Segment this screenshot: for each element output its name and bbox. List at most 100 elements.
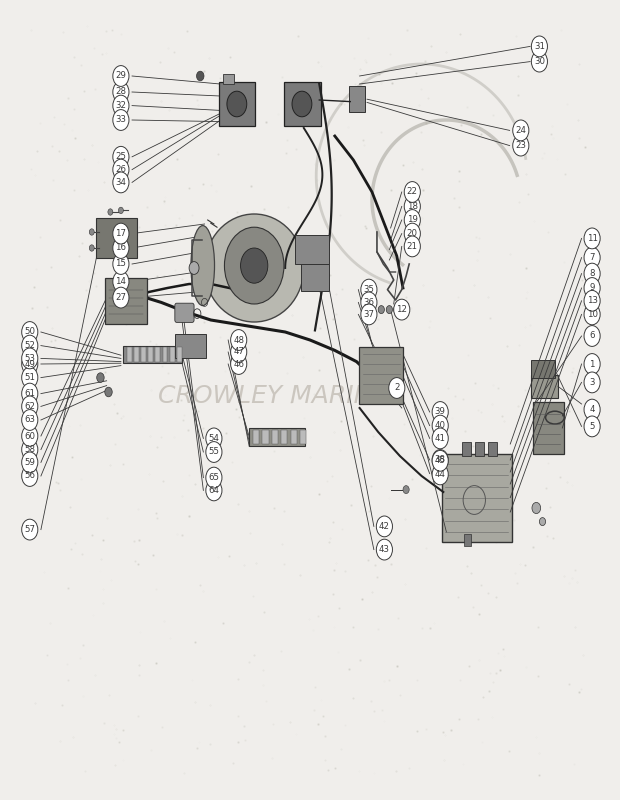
Bar	[475, 442, 484, 456]
Circle shape	[376, 539, 392, 560]
Bar	[170, 347, 175, 362]
Circle shape	[22, 335, 38, 356]
Bar	[300, 430, 306, 444]
Text: 58: 58	[24, 445, 35, 454]
Circle shape	[113, 110, 129, 130]
Text: 33: 33	[115, 115, 126, 125]
Circle shape	[584, 278, 600, 298]
Circle shape	[22, 410, 38, 430]
Circle shape	[227, 91, 247, 117]
Circle shape	[432, 415, 448, 436]
Text: 61: 61	[24, 389, 35, 398]
Circle shape	[113, 287, 129, 308]
Circle shape	[584, 304, 600, 325]
Text: 47: 47	[233, 347, 244, 357]
FancyBboxPatch shape	[105, 278, 147, 324]
FancyBboxPatch shape	[175, 334, 206, 358]
Circle shape	[206, 480, 222, 501]
Text: 56: 56	[24, 471, 35, 481]
Circle shape	[113, 95, 129, 116]
Text: 40: 40	[435, 421, 446, 430]
Text: 57: 57	[24, 525, 35, 534]
FancyBboxPatch shape	[359, 347, 403, 404]
Text: 34: 34	[115, 178, 126, 187]
Text: 1: 1	[590, 359, 595, 369]
Circle shape	[539, 518, 546, 526]
Text: 39: 39	[435, 407, 446, 417]
Circle shape	[22, 439, 38, 460]
Bar	[462, 442, 471, 456]
Text: 45: 45	[435, 456, 446, 466]
Circle shape	[531, 51, 547, 72]
Text: 44: 44	[435, 470, 446, 479]
Text: 43: 43	[379, 545, 390, 554]
Circle shape	[113, 82, 129, 102]
Circle shape	[584, 372, 600, 393]
Circle shape	[22, 322, 38, 342]
Circle shape	[389, 378, 405, 398]
Text: 42: 42	[379, 522, 390, 531]
Circle shape	[404, 236, 420, 257]
Circle shape	[113, 254, 129, 274]
Circle shape	[22, 354, 38, 374]
Circle shape	[206, 467, 222, 488]
Circle shape	[432, 402, 448, 422]
Text: 63: 63	[24, 415, 35, 425]
Text: 65: 65	[208, 473, 219, 482]
Circle shape	[241, 248, 268, 283]
Circle shape	[206, 442, 222, 462]
Text: 55: 55	[208, 447, 219, 457]
Text: 19: 19	[407, 215, 418, 225]
Ellipse shape	[205, 214, 304, 322]
Text: 25: 25	[115, 152, 126, 162]
Circle shape	[432, 464, 448, 485]
Circle shape	[403, 486, 409, 494]
Circle shape	[394, 299, 410, 320]
Circle shape	[22, 367, 38, 388]
Text: 26: 26	[115, 165, 126, 174]
Bar	[141, 347, 146, 362]
Circle shape	[197, 71, 204, 81]
Circle shape	[584, 247, 600, 268]
FancyBboxPatch shape	[295, 235, 329, 264]
Circle shape	[22, 452, 38, 473]
Text: 18: 18	[407, 202, 418, 211]
Bar	[156, 347, 161, 362]
Text: 29: 29	[115, 71, 126, 81]
FancyBboxPatch shape	[219, 82, 255, 126]
Circle shape	[231, 330, 247, 350]
Bar	[464, 534, 471, 546]
Text: 28: 28	[115, 87, 126, 97]
Circle shape	[113, 238, 129, 258]
Circle shape	[432, 450, 448, 470]
Text: 15: 15	[115, 259, 126, 269]
Text: 17: 17	[115, 229, 126, 238]
Text: 52: 52	[24, 341, 35, 350]
Circle shape	[378, 306, 384, 314]
Bar	[262, 430, 268, 444]
Circle shape	[361, 304, 377, 325]
Text: 12: 12	[396, 305, 407, 314]
Text: 46: 46	[233, 359, 244, 369]
FancyBboxPatch shape	[301, 264, 329, 291]
Circle shape	[231, 354, 247, 374]
Circle shape	[376, 516, 392, 537]
Text: 7: 7	[590, 253, 595, 262]
Text: 14: 14	[115, 277, 126, 286]
Circle shape	[404, 182, 420, 202]
FancyBboxPatch shape	[349, 86, 365, 112]
Circle shape	[386, 306, 392, 314]
Ellipse shape	[191, 226, 215, 306]
FancyBboxPatch shape	[442, 454, 512, 542]
Circle shape	[22, 348, 38, 369]
Circle shape	[584, 263, 600, 284]
Circle shape	[22, 519, 38, 540]
Circle shape	[531, 36, 547, 57]
Text: 62: 62	[24, 402, 35, 411]
FancyBboxPatch shape	[531, 360, 555, 378]
Circle shape	[532, 502, 541, 514]
Circle shape	[89, 245, 94, 251]
Text: 16: 16	[115, 243, 126, 253]
Bar	[291, 430, 297, 444]
Bar	[148, 347, 153, 362]
